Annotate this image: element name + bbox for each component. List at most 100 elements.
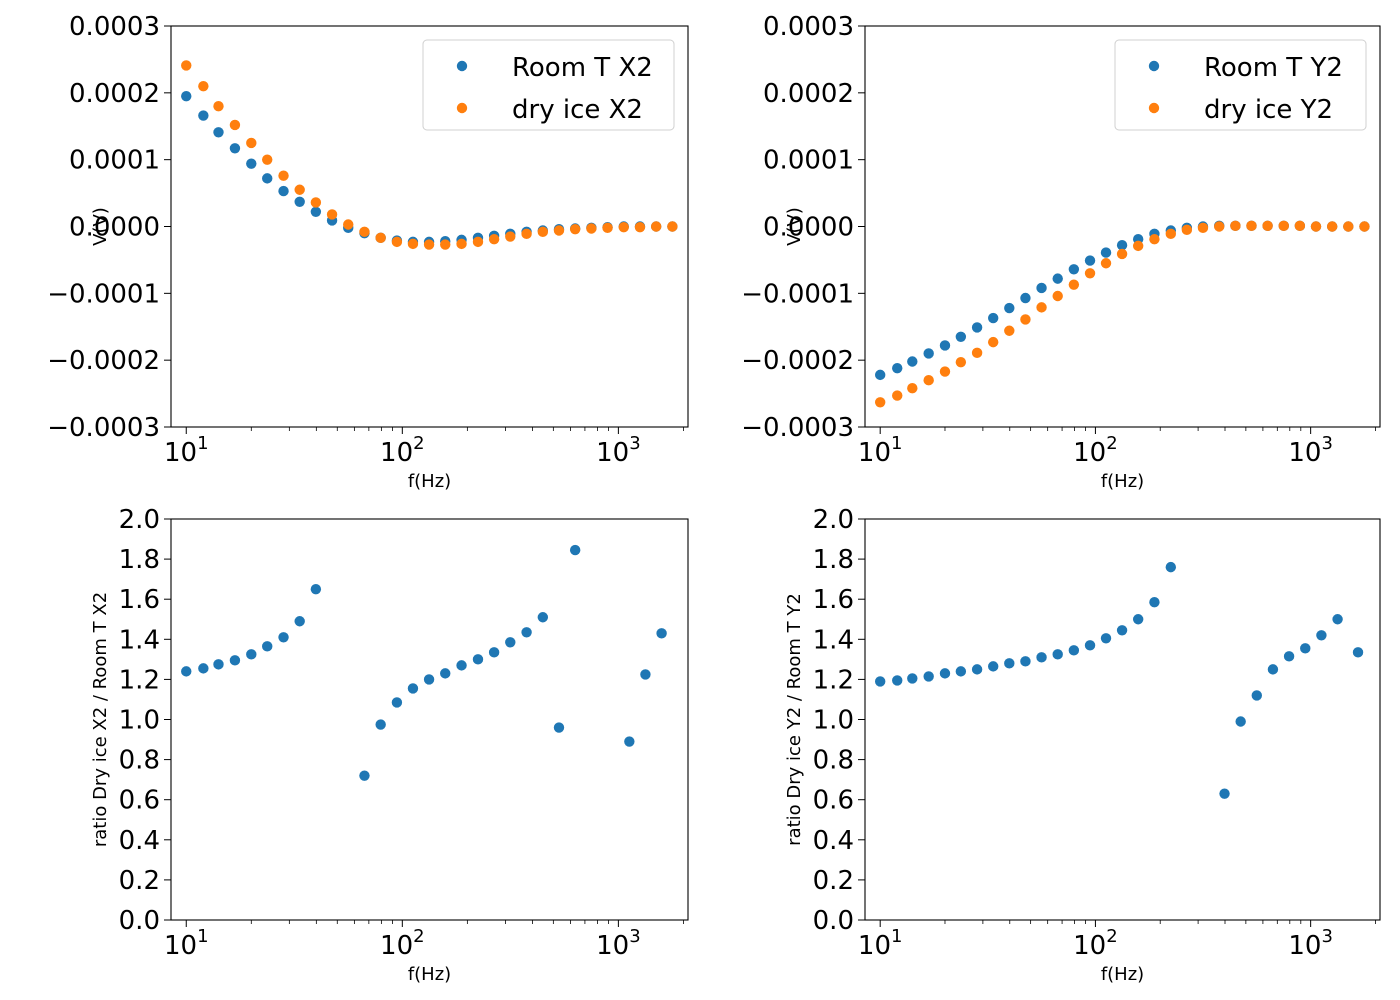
data-point [472,654,484,665]
x-tick-base: 10 [164,931,197,961]
data-point [923,348,934,359]
data-point [1300,643,1311,654]
data-point [1251,690,1262,701]
y-axis-label: V(V) [90,207,111,246]
x-tick-label: 102 [1073,926,1118,961]
data-point [213,127,224,138]
y-tick-label: 1.4 [813,625,854,655]
x-tick-label: 101 [164,926,209,961]
data-point [456,660,467,671]
data-point [278,185,289,197]
data-point [294,196,305,207]
data-point [1036,302,1047,313]
data-point [310,197,322,208]
data-point [407,238,419,250]
y-tick-label: 1.2 [813,665,854,695]
data-point [569,544,581,556]
y-tick-label: 2.0 [813,505,854,535]
data-point [488,647,500,658]
y-tick-label: 0.0002 [763,79,854,109]
x-tick-base: 10 [1073,438,1106,468]
data-point [294,184,305,195]
x-tick-label: 102 [380,433,425,468]
data-point [391,697,403,708]
data-point [213,659,224,670]
y-tick-label: 0.4 [119,826,160,856]
data-point [987,661,999,672]
data-point [262,154,273,165]
y-tick-label: 0.0000 [69,213,160,243]
data-point [1165,228,1177,240]
data-point [1004,658,1015,669]
data-point [181,60,192,71]
data-point [294,616,305,627]
data-point [488,233,500,245]
y-tick-label: −0.0001 [741,279,854,309]
data-point [553,722,565,733]
y-tick-label: 0.8 [813,746,854,776]
data-point [650,221,662,232]
data-point [407,683,419,694]
data-point [987,312,999,324]
x-tick-base: 10 [1288,931,1321,961]
data-point [343,219,354,230]
x-tick-exponent: 2 [1106,926,1117,947]
data-point [198,110,209,121]
y-tick-label: −0.0003 [47,413,160,443]
y-tick-label: 1.6 [813,585,854,615]
data-point [1359,221,1370,232]
plot-frame [864,25,1381,428]
bottom-right-plot: 101 102 1032.01.81.61.41.21.00.80.60.40.20… [784,505,1381,985]
data-point [971,664,983,675]
data-point [213,101,224,112]
x-tick-base: 10 [1288,438,1321,468]
x-tick-label: 103 [596,926,641,961]
y-tick-label: 0.2 [119,866,160,896]
data-point [521,228,532,240]
y-tick-label: 1.8 [119,545,160,575]
data-point [1197,222,1209,234]
x-tick-exponent: 3 [629,926,640,947]
x-tick-label: 102 [1073,433,1118,468]
y-tick-label: 0.0 [813,906,854,936]
legend-marker [1148,102,1160,114]
x-tick-exponent: 1 [197,433,208,454]
data-point [955,331,967,342]
data-point [602,222,613,234]
y-tick-label: −0.0002 [47,346,160,376]
data-point [1294,220,1306,232]
data-point [1246,220,1257,232]
data-point [1332,614,1343,625]
plot-frame [170,518,689,921]
data-point [1052,649,1063,660]
data-point [1219,788,1230,799]
y-tick-label: 0.2 [813,866,854,896]
x-tick-base: 10 [380,438,413,468]
legend-label: Room T Y2 [1204,53,1343,83]
data-point [1116,625,1128,636]
y-tick-label: 0.0002 [69,79,160,109]
x-tick-exponent: 1 [197,926,208,947]
plot-frame [170,25,689,428]
data-point [1052,290,1063,302]
legend-label: dry ice X2 [512,95,643,125]
series-0 [181,544,667,781]
data-point [1181,224,1193,236]
series-1 [874,220,1370,408]
y-tick-label: 0.4 [813,826,854,856]
data-point [246,137,257,149]
x-tick-label: 101 [858,433,903,468]
data-point [1084,268,1096,279]
data-point [971,322,983,333]
y-tick-label: 1.6 [119,585,160,615]
y-axis-label: V(V) [784,207,805,246]
data-point [939,340,951,351]
x-tick-base: 10 [596,438,629,468]
x-tick-exponent: 2 [413,433,424,454]
x-tick-base: 10 [164,438,197,468]
x-tick-label: 103 [1288,926,1333,961]
x-tick-base: 10 [858,931,891,961]
data-point [1316,630,1327,641]
data-point [537,226,549,238]
data-point [892,390,903,401]
